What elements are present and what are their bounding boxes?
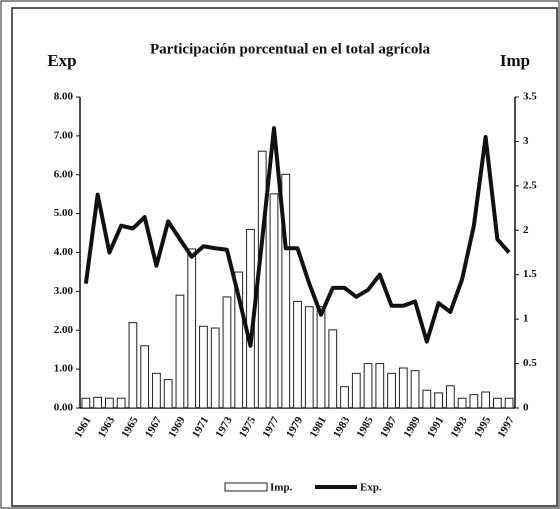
y-tick-label: 2.00: [54, 324, 74, 336]
inner-frame: [11, 7, 558, 507]
x-tick-label: 1997: [496, 414, 518, 439]
bar: [492, 397, 502, 409]
bar: [116, 397, 126, 409]
bar: [187, 248, 197, 409]
y2-tick-label: 1: [523, 313, 529, 325]
bar: [457, 397, 467, 409]
x-tick-label: 1983: [331, 414, 353, 439]
bar: [351, 372, 361, 409]
bar: [105, 397, 114, 409]
bar: [328, 329, 338, 409]
x-tick-label: 1973: [213, 414, 235, 439]
x-tick-label: 1987: [378, 414, 400, 439]
bar: [422, 389, 432, 409]
bar: [410, 370, 420, 409]
y-tick-label: 3.00: [54, 285, 74, 297]
x-tick-label: 1995: [472, 414, 494, 439]
x-tick-label: 1981: [307, 415, 328, 440]
bar: [175, 294, 185, 409]
bar: [293, 300, 302, 409]
bar: [222, 296, 232, 409]
y2-axis-label: Imp: [500, 51, 530, 70]
bar: [340, 386, 349, 409]
bar: [269, 193, 279, 409]
bar: [93, 396, 103, 409]
bar: [281, 173, 291, 409]
y-tick-label: 0.00: [54, 402, 74, 414]
bar: [375, 363, 385, 409]
legend-label: Imp.: [270, 482, 293, 494]
y2-tick-label: 2: [523, 224, 529, 236]
y2-tick-label: 0: [523, 402, 529, 414]
y2-tick-label: 3.5: [523, 91, 537, 103]
y-tick-label: 8.00: [54, 91, 74, 103]
bar: [363, 363, 373, 409]
x-tick-label: 1967: [143, 414, 165, 439]
bar: [387, 372, 396, 409]
chart-title: Participación porcentual en el total agr…: [150, 41, 431, 57]
bar: [234, 271, 244, 409]
x-tick-label: 1961: [72, 415, 93, 440]
x-tick-label: 1977: [260, 414, 282, 439]
x-tick-label: 1993: [448, 414, 470, 439]
y-tick-label: 5.00: [54, 207, 74, 219]
y-tick-label: 1.00: [54, 363, 74, 375]
line: [83, 126, 511, 348]
y-tick-label: 7.00: [54, 129, 74, 141]
bar: [504, 397, 514, 409]
x-tick-label: 1975: [237, 414, 259, 439]
y-tick-label: 4.00: [54, 246, 74, 258]
bar: [398, 367, 408, 409]
x-tick-label: 1971: [190, 415, 211, 440]
bar: [316, 306, 326, 409]
bar: [199, 325, 208, 409]
legend-swatch: [224, 482, 268, 492]
bar: [210, 327, 220, 409]
x-tick-label: 1985: [354, 414, 376, 439]
y2-tick-label: 2.5: [523, 179, 537, 191]
y2-tick-label: 3: [523, 135, 529, 147]
bar: [481, 391, 490, 409]
bar: [469, 394, 479, 409]
x-tick-label: 1991: [425, 415, 446, 440]
bar: [434, 392, 443, 409]
bar: [81, 397, 91, 409]
x-tick-label: 1963: [96, 414, 118, 439]
x-tick-label: 1989: [401, 414, 423, 439]
bar: [304, 306, 314, 409]
x-tick-label: 1965: [119, 414, 141, 439]
y-tick-label: 6.00: [54, 168, 74, 180]
y2-tick-label: 1.5: [523, 268, 537, 280]
y2-tick-label: 0.5: [523, 357, 537, 369]
bar: [128, 322, 138, 409]
bar: [163, 379, 173, 409]
bar: [140, 345, 150, 409]
bar: [152, 372, 161, 409]
y-axis-label: Exp: [47, 51, 76, 70]
x-tick-label: 1969: [166, 414, 188, 439]
x-tick-label: 1979: [284, 414, 306, 439]
bar: [445, 385, 455, 409]
legend-label: Exp.: [360, 482, 382, 494]
